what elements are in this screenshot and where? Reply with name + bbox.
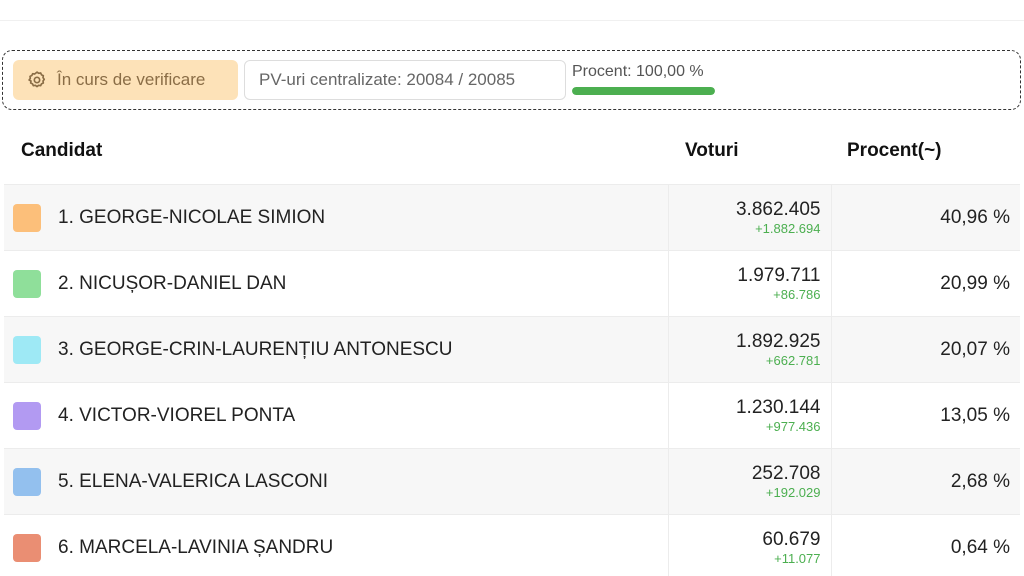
candidate-cell: 2. NICUȘOR-DANIEL DAN (4, 250, 669, 317)
percent-value: 2,68 % (831, 448, 1020, 515)
table-row: 4. VICTOR-VIOREL PONTA 1.230.144 +977.43… (4, 382, 1020, 449)
votes-cell: 1.892.925 +662.781 (668, 316, 832, 383)
header-percent: Procent(~) (831, 118, 1020, 185)
votes-diff: +1.882.694 (755, 221, 821, 236)
votes-diff: +192.029 (765, 485, 821, 500)
votes-value: 3.862.405 (735, 199, 821, 220)
candidate-color-swatch (13, 533, 41, 562)
votes-value: 1.230.144 (735, 397, 821, 418)
candidate-color-swatch (13, 467, 41, 496)
top-header-strip (0, 0, 1024, 21)
candidate-cell: 5. ELENA-VALERICA LASCONI (4, 448, 669, 515)
votes-cell: 3.862.405 +1.882.694 (668, 184, 832, 251)
votes-diff: +86.786 (773, 287, 821, 302)
candidate-cell: 3. GEORGE-CRIN-LAURENȚIU ANTONESCU (4, 316, 669, 383)
pv-count-box: PV-uri centralizate: 20084 / 20085 (244, 60, 566, 100)
results-table: Candidat Voturi Procent(~) 1. GEORGE-NIC… (4, 118, 1020, 576)
percent-value: 20,07 % (831, 316, 1020, 383)
pv-count-label: PV-uri centralizate: 20084 / 20085 (259, 70, 516, 89)
candidate-color-swatch (13, 203, 41, 232)
votes-cell: 252.708 +192.029 (668, 448, 832, 515)
header-votes: Voturi (668, 118, 831, 185)
procent-progress: Procent: 100,00 % (572, 63, 732, 95)
votes-diff: +977.436 (765, 419, 821, 434)
votes-cell: 60.679 +11.077 (668, 514, 832, 576)
header-candidate: Candidat (4, 118, 668, 185)
procent-label: Procent: 100,00 % (572, 63, 704, 80)
votes-cell: 1.979.711 +86.786 (668, 250, 832, 317)
candidate-cell: 4. VICTOR-VIOREL PONTA (4, 382, 669, 449)
candidate-cell: 6. MARCELA-LAVINIA ȘANDRU (4, 514, 669, 576)
candidate-color-swatch (13, 269, 41, 298)
table-row: 3. GEORGE-CRIN-LAURENȚIU ANTONESCU 1.892… (4, 316, 1020, 383)
candidate-color-swatch (13, 335, 41, 364)
candidate-name: 1. GEORGE-NICOLAE SIMION (58, 206, 326, 228)
percent-value: 40,96 % (831, 184, 1020, 251)
votes-value: 1.979.711 (737, 265, 821, 286)
verification-status-label: În curs de verificare (57, 70, 206, 89)
candidate-name: 3. GEORGE-CRIN-LAURENȚIU ANTONESCU (58, 338, 453, 360)
status-bar: În curs de verificare PV-uri centralizat… (2, 50, 1021, 110)
votes-value: 1.892.925 (735, 331, 821, 352)
table-row: 6. MARCELA-LAVINIA ȘANDRU 60.679 +11.077… (4, 514, 1020, 576)
table-row: 1. GEORGE-NICOLAE SIMION 3.862.405 +1.88… (4, 184, 1020, 251)
table-header-row: Candidat Voturi Procent(~) (4, 118, 1020, 185)
votes-cell: 1.230.144 +977.436 (668, 382, 832, 449)
candidate-name: 5. ELENA-VALERICA LASCONI (58, 470, 328, 492)
candidate-color-swatch (13, 401, 41, 430)
gear-icon (28, 71, 46, 88)
progress-bar-fill (572, 87, 715, 95)
votes-value: 252.708 (751, 463, 821, 484)
votes-diff: +662.781 (765, 353, 821, 368)
votes-value: 60.679 (762, 529, 821, 550)
verification-status-badge: În curs de verificare (13, 60, 238, 100)
votes-diff: +11.077 (774, 551, 821, 566)
progress-bar (572, 87, 715, 95)
percent-value: 20,99 % (831, 250, 1020, 317)
table-row: 5. ELENA-VALERICA LASCONI 252.708 +192.0… (4, 448, 1020, 515)
candidate-name: 6. MARCELA-LAVINIA ȘANDRU (58, 536, 334, 558)
table-row: 2. NICUȘOR-DANIEL DAN 1.979.711 +86.786 … (4, 250, 1020, 317)
percent-value: 13,05 % (831, 382, 1020, 449)
candidate-cell: 1. GEORGE-NICOLAE SIMION (4, 184, 669, 251)
candidate-name: 4. VICTOR-VIOREL PONTA (58, 404, 296, 426)
percent-value: 0,64 % (831, 514, 1020, 576)
candidate-name: 2. NICUȘOR-DANIEL DAN (58, 272, 287, 294)
